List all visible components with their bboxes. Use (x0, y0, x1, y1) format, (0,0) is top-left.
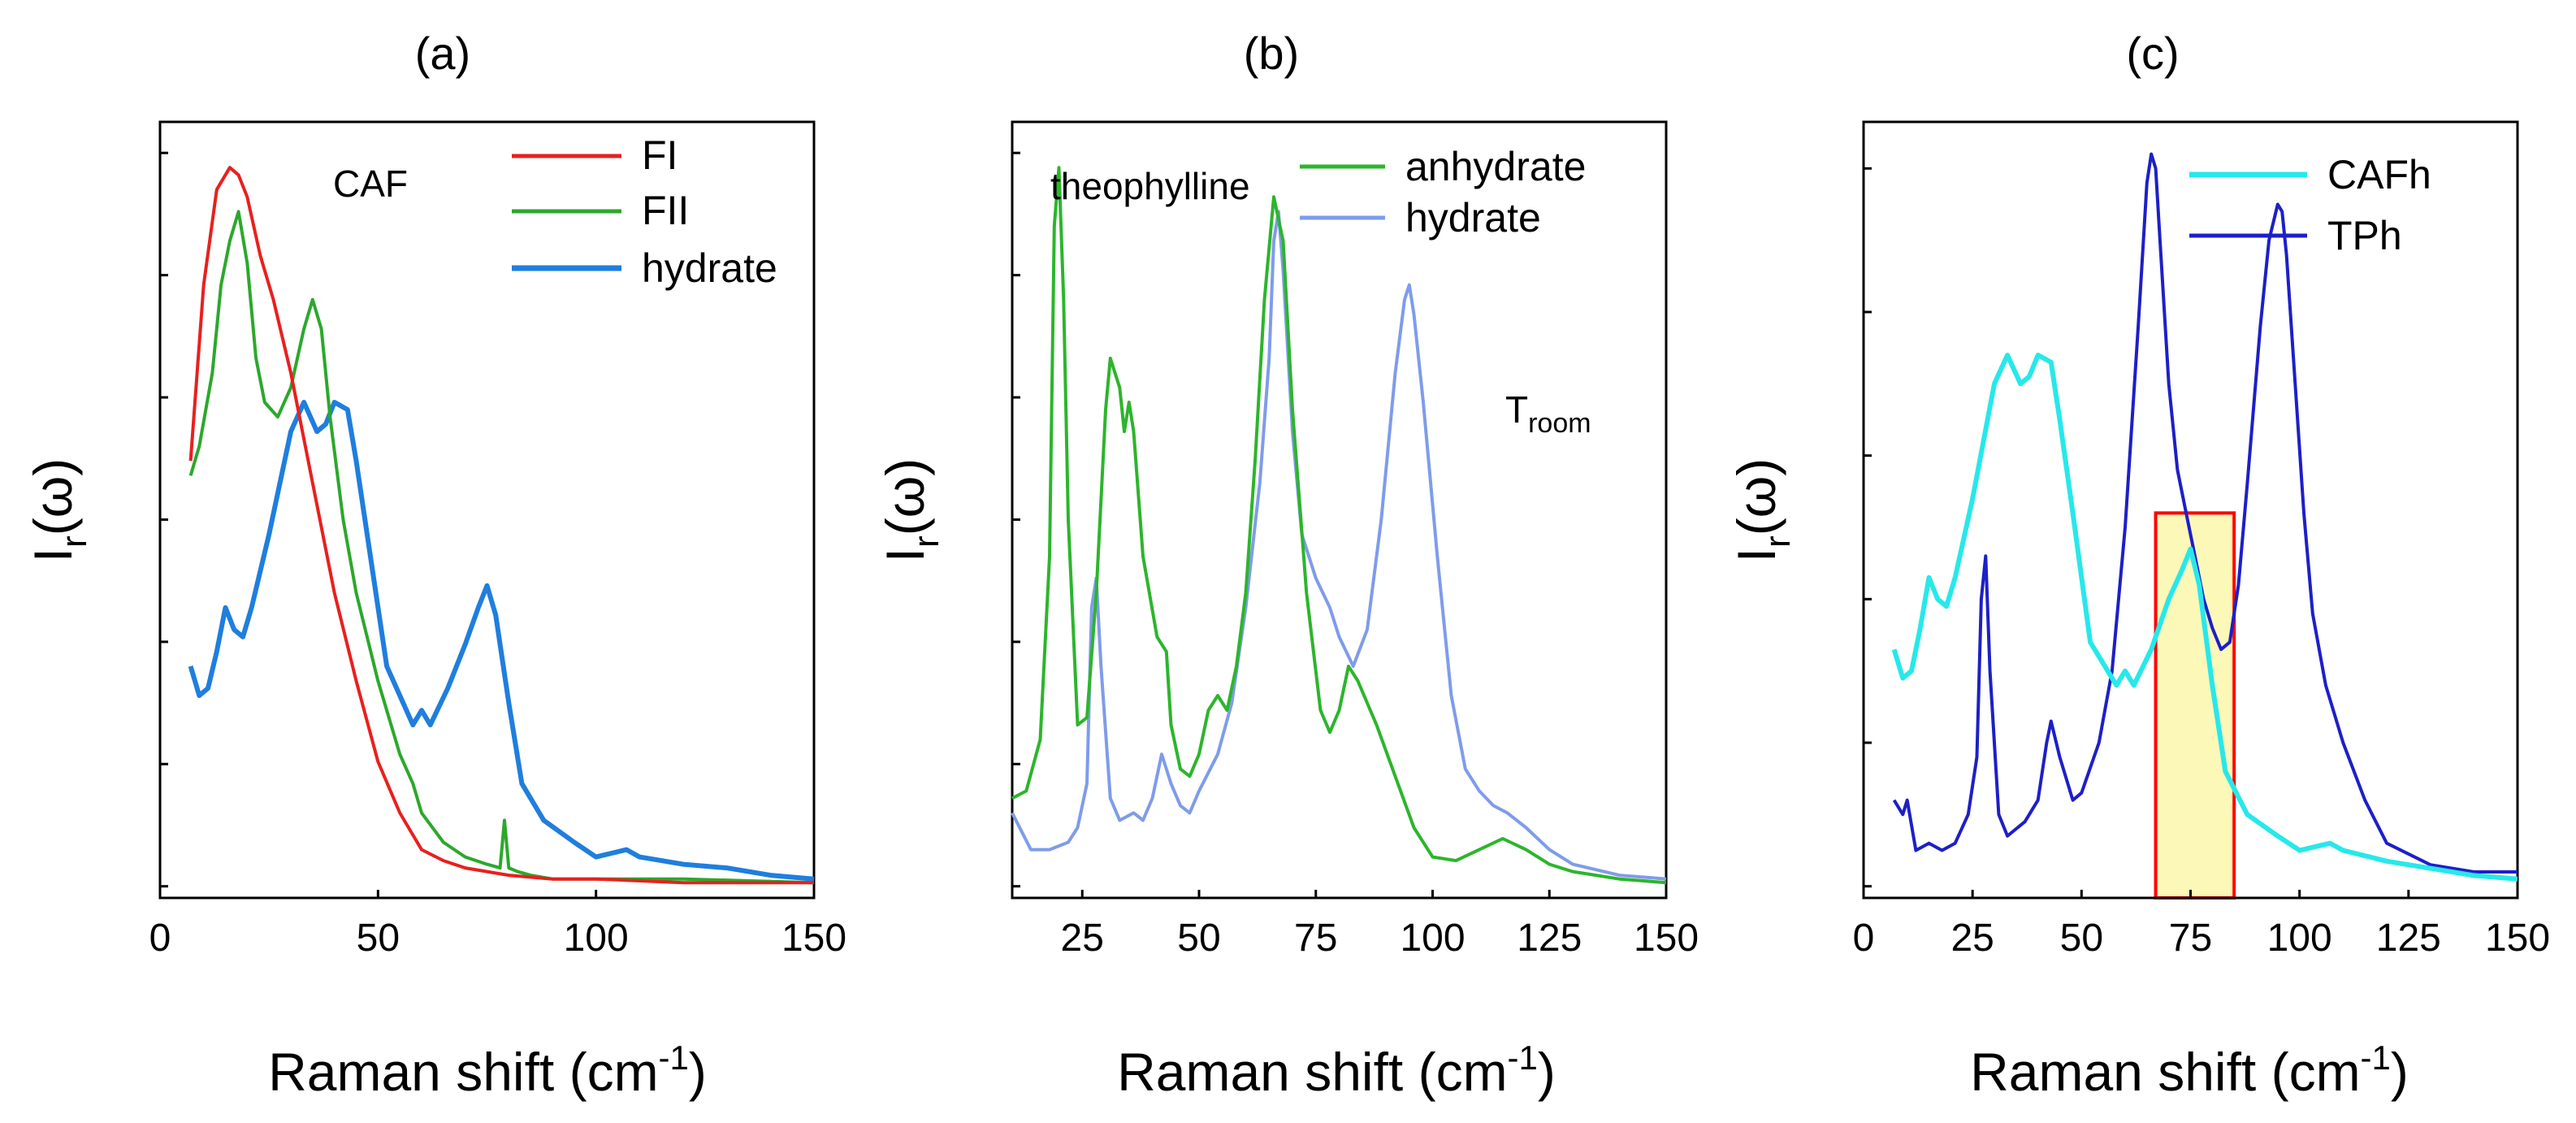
legend-label-hydrate: hydrate (642, 245, 777, 291)
series-line-c-cafh (1891, 353, 2518, 882)
series-line-a-fii (188, 210, 815, 885)
panel-c-title: (c) (2126, 28, 2179, 79)
panel-a-xtick-label: 50 (357, 917, 400, 960)
panel-a-xtick-label: 150 (781, 917, 846, 960)
panel-a: (a) CAF FI FII hydrate Raman shift (cm-1… (23, 28, 846, 1102)
panel-c-xtick-label: 25 (1950, 917, 1994, 960)
panel-b-annotation: theophylline (1050, 165, 1250, 207)
legend-label-cafh: CAFh (2327, 152, 2431, 197)
panel-a-xtick-label: 100 (564, 917, 629, 960)
panel-c: (c) CAFh TPh Raman shift (cm-1) Ir(ω) 0 2… (1726, 28, 2550, 1102)
panel-a-frame (158, 120, 816, 900)
panel-b: (b) theophylline Troom anhydrate hydrate… (875, 28, 1699, 1102)
panel-c-xtick-label: 100 (2267, 917, 2332, 960)
panel-a-ylabel: Ir(ω) (23, 458, 94, 563)
panel-b-xtick-label: 50 (1177, 917, 1220, 960)
series-line-a-hydrate (188, 400, 815, 882)
panel-b-xtick-label: 125 (1517, 917, 1582, 960)
series-line-a-fi (188, 166, 814, 885)
panel-c-xlabel: Raman shift (cm-1) (1970, 1038, 2409, 1102)
panel-c-xtick-label: 75 (2169, 917, 2212, 960)
panel-b-title: (b) (1244, 28, 1299, 79)
panel-c-xtick-label: 125 (2376, 917, 2441, 960)
legend-label-hydrate-b: hydrate (1405, 195, 1541, 241)
panel-b-frame (1011, 120, 1668, 900)
panel-b-xtick-label: 75 (1294, 917, 1337, 960)
series-line-c-tph (1892, 152, 2518, 874)
panel-b-xtick-label: 25 (1061, 917, 1104, 960)
panel-c-ylabel: Ir(ω) (1726, 458, 1798, 563)
panel-b-temperature: Troom (1505, 388, 1591, 439)
legend-label-fii: FII (642, 188, 689, 233)
legend-label-fi: FI (642, 132, 678, 178)
panel-a-xtick-label: 0 (149, 917, 171, 960)
panel-b-xtick-label: 100 (1400, 917, 1465, 960)
series-line-b-anhydrate (1011, 166, 1667, 885)
series-line-b-hydrate (1011, 210, 1667, 881)
panel-b-ylabel: Ir(ω) (875, 458, 946, 563)
panel-c-xtick-label: 0 (1853, 917, 1875, 960)
legend-label-tph: TPh (2327, 213, 2402, 258)
panel-a-annotation: CAF (333, 163, 408, 205)
panel-c-xtick-label: 50 (2060, 917, 2103, 960)
panel-b-xlabel: Raman shift (cm-1) (1117, 1038, 1556, 1102)
panel-b-legend: anhydrate hydrate (1300, 144, 1586, 241)
panel-a-xlabel: Raman shift (cm-1) (268, 1038, 707, 1102)
legend-label-anhydrate: anhydrate (1405, 144, 1586, 189)
panel-c-xtick-label: 150 (2485, 917, 2550, 960)
panel-c-legend: CAFh TPh (2189, 152, 2431, 258)
panel-a-title: (a) (415, 28, 470, 79)
panel-b-xtick-label: 150 (1634, 917, 1699, 960)
panel-a-legend: FI FII hydrate (512, 132, 777, 291)
